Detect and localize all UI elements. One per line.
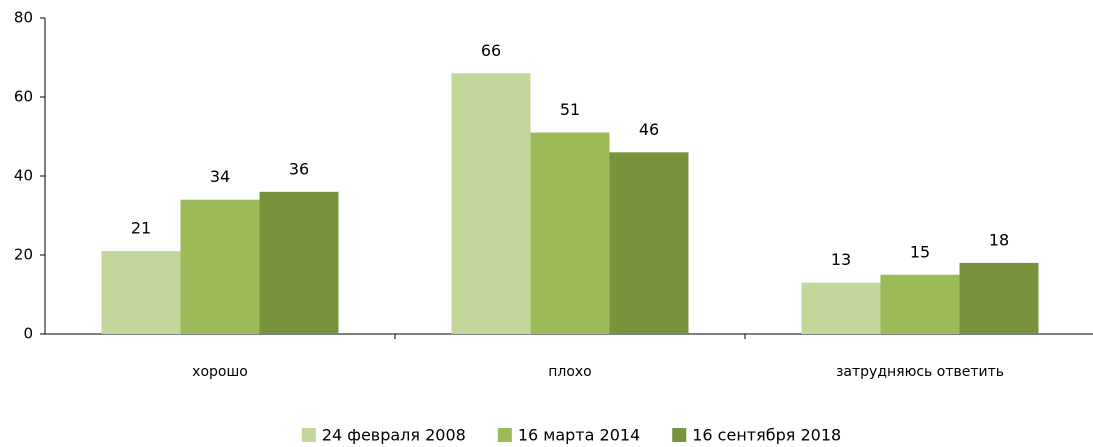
data-label: 15 xyxy=(910,242,930,261)
legend-swatch xyxy=(301,428,316,442)
legend-label: 24 февраля 2008 xyxy=(322,426,466,445)
y-tick-label: 40 xyxy=(14,167,33,185)
x-tick-label: плохо xyxy=(548,364,592,380)
x-tick-label: хорошо xyxy=(192,364,248,380)
bar xyxy=(451,73,531,335)
y-tick-label: 60 xyxy=(14,88,33,106)
bar xyxy=(530,132,610,334)
data-label: 21 xyxy=(131,219,151,238)
bar xyxy=(259,191,339,334)
data-label: 51 xyxy=(560,100,580,119)
bar xyxy=(880,274,960,334)
legend-label: 16 сентября 2018 xyxy=(692,426,841,445)
data-label: 36 xyxy=(289,159,309,178)
data-label: 34 xyxy=(210,167,230,186)
bar xyxy=(609,152,689,334)
bar xyxy=(101,251,181,334)
y-tick-label: 80 xyxy=(14,9,33,27)
data-label: 13 xyxy=(831,250,851,269)
y-tick-label: 20 xyxy=(14,246,33,264)
legend-label: 16 марта 2014 xyxy=(518,426,640,445)
x-tick-label: затрудняюсь ответить xyxy=(836,364,1004,380)
y-tick-label: 0 xyxy=(23,325,33,343)
data-label: 46 xyxy=(639,120,659,139)
bar xyxy=(959,262,1039,334)
bar xyxy=(180,199,260,334)
legend-swatch xyxy=(672,428,687,442)
legend-swatch xyxy=(497,428,512,442)
data-label: 18 xyxy=(989,230,1009,249)
data-label: 66 xyxy=(481,41,501,60)
bar xyxy=(801,282,881,334)
